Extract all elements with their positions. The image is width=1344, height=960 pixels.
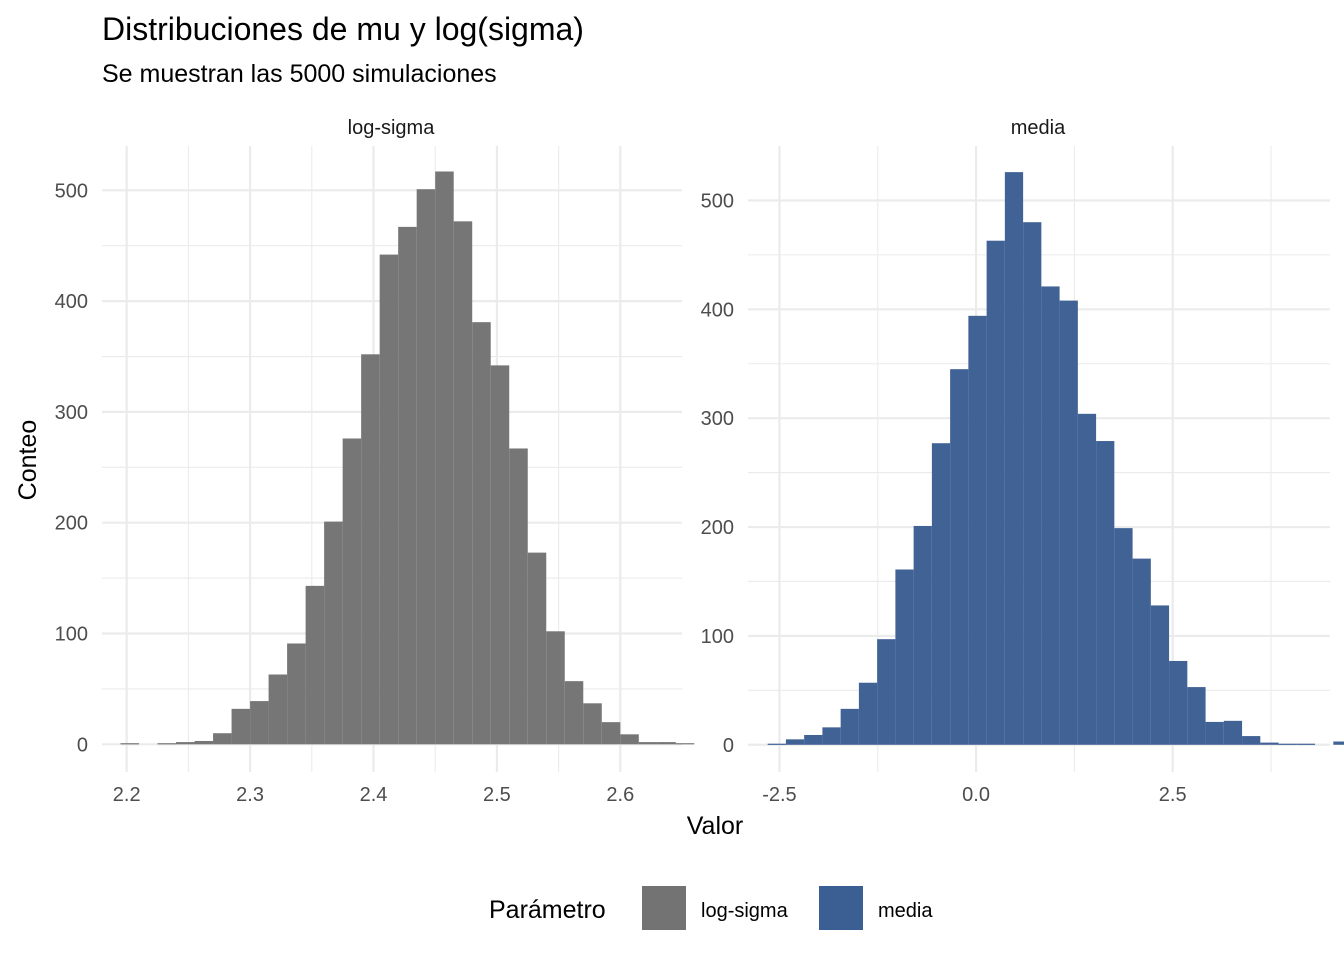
histogram-bar (931, 443, 951, 745)
panel-strip-log-sigma: log-sigma (348, 117, 436, 139)
y-tick-label: 400 (55, 291, 88, 313)
histogram-bar (657, 742, 676, 745)
chart-title: Distribuciones de mu y log(sigma) (102, 11, 584, 47)
histogram-bar (601, 722, 621, 745)
y-tick-label: 500 (701, 190, 734, 212)
histogram-bar (1223, 720, 1243, 745)
histogram-bar (1114, 528, 1133, 745)
histogram-bar (1004, 172, 1024, 745)
histogram-bar (324, 521, 343, 745)
chart-subtitle: Se muestran las 5000 simulaciones (102, 60, 497, 88)
x-tick-label: 2.4 (360, 784, 388, 806)
histogram-bar (268, 674, 288, 745)
histogram-bar (583, 703, 602, 745)
legend-key-media (819, 886, 863, 930)
x-tick-label: 2.5 (483, 784, 511, 806)
x-tick-label: 2.5 (1159, 784, 1187, 806)
histogram-bar (213, 733, 232, 745)
histogram-bar (1096, 441, 1115, 745)
y-tick-label: 400 (701, 299, 734, 321)
histogram-bar (287, 643, 306, 745)
panel-strip-media: media (1011, 117, 1066, 139)
x-axis-title: Valor (687, 812, 744, 840)
histogram-bar (305, 585, 325, 745)
x-tick-label: -2.5 (762, 784, 796, 806)
histogram-bar (1150, 605, 1170, 745)
x-tick-label: 2.3 (236, 784, 264, 806)
y-tick-label: 500 (55, 180, 88, 202)
histogram-bar (986, 240, 1005, 745)
y-tick-label: 100 (55, 624, 88, 646)
histogram-bar (527, 552, 547, 745)
histogram-bar (361, 354, 380, 745)
histogram-bar (231, 708, 251, 745)
y-tick-label: 0 (723, 735, 734, 757)
histogram-bar (840, 708, 859, 745)
histogram-bar (822, 727, 841, 745)
x-tick-label: 0.0 (962, 784, 990, 806)
legend-label-media: media (878, 900, 933, 922)
histogram-bar (120, 743, 140, 745)
histogram-bar (398, 226, 417, 745)
histogram-bar (416, 189, 436, 745)
histogram-bar (1132, 558, 1151, 745)
y-tick-label: 300 (701, 408, 734, 430)
y-axis-title: Conteo (14, 420, 42, 501)
histogram-bar (435, 171, 454, 745)
histogram-bar (1077, 413, 1097, 745)
y-tick-label: 300 (55, 402, 88, 424)
histogram-bar (1278, 743, 1297, 745)
histogram-bar (1333, 741, 1344, 745)
histogram-bar (250, 701, 269, 745)
histogram-bar (453, 221, 473, 745)
histogram-bar (176, 742, 195, 745)
x-tick-label: 2.2 (113, 784, 141, 806)
histogram-bar (620, 734, 639, 745)
histogram-bar (1205, 721, 1224, 745)
legend: Parámetro log-sigma media (489, 886, 933, 930)
histogram-bar (804, 734, 823, 745)
histogram-bar (564, 681, 584, 745)
y-tick-label: 0 (77, 734, 88, 756)
y-tick-label: 200 (55, 513, 88, 535)
histogram-bar (157, 743, 177, 745)
histogram-bar (379, 254, 399, 745)
histogram-bar (877, 639, 896, 745)
histogram-bar (913, 525, 932, 745)
histogram-bar (1260, 742, 1279, 745)
histogram-bar (1023, 222, 1042, 745)
histogram-bar (858, 682, 878, 745)
histogram-bar (490, 365, 510, 745)
y-tick-label: 200 (701, 517, 734, 539)
histogram-bar (1059, 300, 1078, 745)
histogram-bar (675, 743, 695, 745)
histogram-bar (509, 448, 528, 745)
histogram-bar (1242, 736, 1261, 745)
legend-key-log-sigma (642, 886, 686, 930)
histogram-bar (1169, 660, 1188, 745)
histogram-bar (1041, 286, 1060, 745)
histogram-bar (968, 315, 987, 745)
histogram-bar (472, 322, 491, 745)
panel-log-sigma: 2.2 2.3 2.4 2.5 2.6 0 100 200 300 400 500 (55, 146, 695, 806)
histogram-bar (767, 743, 786, 745)
histogram-bar (638, 742, 658, 745)
histogram-bar (785, 739, 805, 745)
histogram-bar (1187, 687, 1206, 745)
histogram-bar (342, 438, 362, 745)
legend-label-log-sigma: log-sigma (701, 900, 789, 922)
histogram-bar (950, 369, 969, 745)
y-tick-label: 100 (701, 626, 734, 648)
histogram-bar (194, 740, 214, 745)
histogram-bar (1296, 743, 1316, 745)
histogram-bar (895, 569, 914, 745)
x-tick-label: 2.6 (606, 784, 634, 806)
histogram-bar (546, 631, 565, 745)
legend-title: Parámetro (489, 896, 606, 924)
panel-media: -2.5 0.0 2.5 0 100 200 300 400 500 (701, 146, 1344, 806)
